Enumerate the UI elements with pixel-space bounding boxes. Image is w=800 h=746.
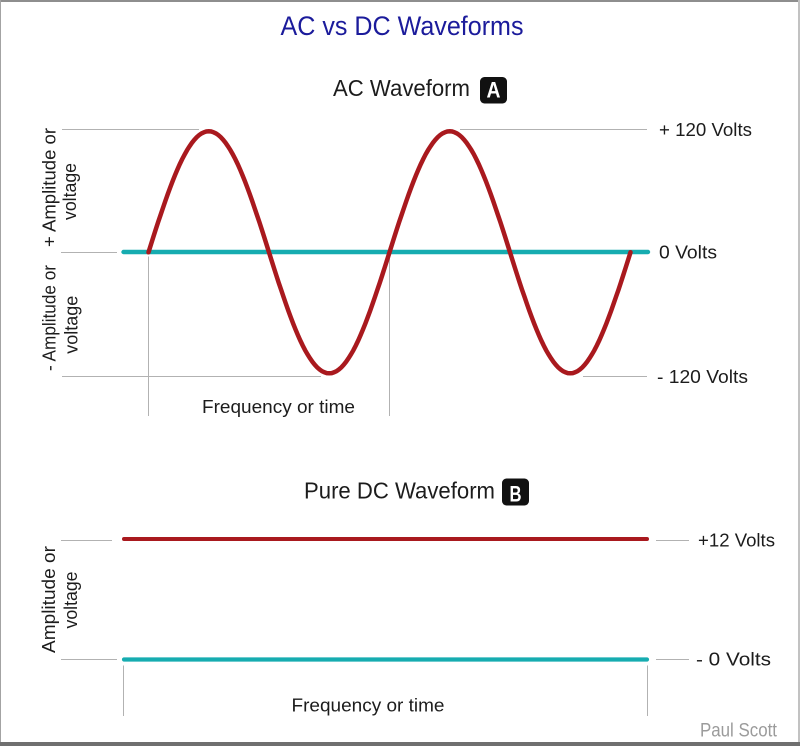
svg-text:- Amplitude or: - Amplitude or (39, 265, 59, 371)
svg-text:voltage: voltage (61, 572, 81, 629)
svg-text:voltage: voltage (60, 163, 80, 220)
svg-text:Pure DC Waveform: Pure DC Waveform (304, 477, 495, 503)
svg-text:Frequency or time: Frequency or time (292, 696, 445, 716)
svg-text:A: A (487, 78, 501, 103)
svg-text:+ Amplitude or: + Amplitude or (39, 128, 59, 247)
svg-text:Frequency or time: Frequency or time (202, 397, 355, 417)
svg-text:0 Volts: 0 Volts (659, 243, 717, 263)
svg-text:+ 120 Volts: + 120 Volts (659, 120, 752, 140)
svg-text:- 120 Volts: - 120 Volts (657, 367, 748, 387)
svg-text:+12 Volts: +12 Volts (698, 531, 775, 551)
svg-text:AC Waveform: AC Waveform (333, 75, 470, 101)
svg-text:voltage: voltage (62, 296, 82, 354)
svg-text:Amplitude or: Amplitude or (39, 546, 59, 653)
svg-text:- 0 Volts: - 0 Volts (696, 650, 771, 670)
svg-text:AC vs DC Waveforms: AC vs DC Waveforms (281, 11, 524, 41)
svg-text:Paul Scott: Paul Scott (700, 721, 778, 742)
svg-text:B: B (510, 482, 522, 507)
